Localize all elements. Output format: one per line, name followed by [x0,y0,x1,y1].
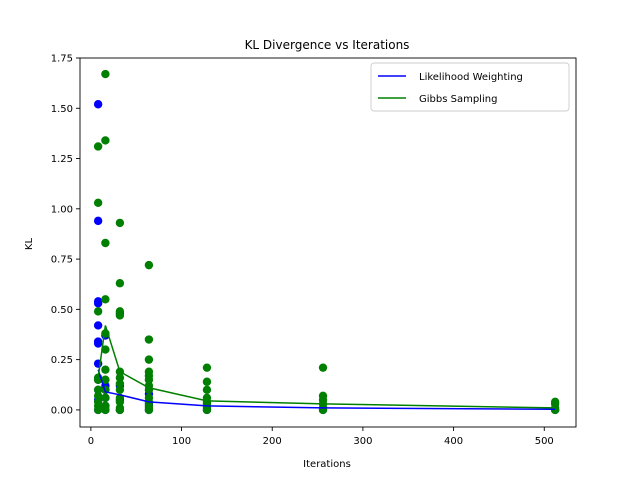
x-tick-label: 400 [444,436,463,447]
x-tick-label: 300 [353,436,372,447]
data-point-series-1 [115,279,125,288]
data-point-series-1 [144,335,154,344]
y-tick-label: 0.75 [51,255,73,266]
data-point-series-1 [101,295,110,304]
data-point-series-1 [93,198,103,207]
axes: 0 100 200 300 400 500 0.00 0.25 0.50 0.75 1.00 1.25… [51,54,577,447]
data-point-series-1 [101,345,110,354]
y-axis-label: KL [24,238,35,251]
data-point-series-1 [318,363,328,372]
y-tick-label: 1.25 [51,154,73,165]
x-tick-label: 500 [535,436,554,447]
data-point-series-1 [115,373,125,382]
data-point-series-1 [202,405,212,415]
data-point-series-0 [93,100,103,109]
data-point-series-1 [101,69,110,79]
plot-frame [79,57,577,428]
data-point-series-1 [115,379,125,388]
series-line-1 [97,325,556,409]
legend-label-series-1: Gibbs Sampling [419,94,497,105]
data-point-series-1 [202,363,212,372]
data-point-series-1 [101,238,110,248]
data-point-series-1 [101,365,110,374]
chart-title: KL Divergence vs Iterations [245,38,410,52]
plot-area [93,69,560,415]
legend-box [370,62,570,112]
y-tick-label: 0.00 [51,405,73,416]
legend: Likelihood Weighting Gibbs Sampling [370,62,570,112]
y-tick-label: 1.50 [51,104,73,115]
data-point-series-1 [115,311,125,320]
data-point-series-0 [93,299,103,308]
data-point-series-1 [93,142,103,151]
data-point-series-1 [101,136,110,145]
data-point-series-1 [93,391,103,401]
data-point-series-0 [93,216,103,226]
data-point-series-1 [93,405,103,415]
data-point-series-1 [101,393,110,403]
data-point-series-1 [93,385,103,394]
data-point-series-1 [115,385,125,394]
data-point-series-1 [144,355,154,364]
data-point-series-1 [115,405,125,415]
data-point-series-1 [144,375,154,384]
y-tick-label: 1.75 [51,54,73,65]
x-tick-label: 0 [88,436,94,447]
legend-label-series-0: Likelihood Weighting [419,72,523,83]
data-point-series-0 [93,321,103,330]
data-point-series-1 [144,405,154,415]
data-point-series-1 [144,260,154,270]
data-point-series-1 [101,405,110,415]
y-tick-label: 0.50 [51,305,73,316]
x-tick-label: 100 [172,436,191,447]
y-tick-label: 1.00 [51,204,73,215]
data-point-series-1 [202,377,212,386]
data-point-series-1 [318,405,328,415]
x-tick-label: 200 [263,436,282,447]
data-point-series-1 [115,218,125,228]
series-line-0 [97,369,556,411]
data-point-series-0 [93,339,103,348]
data-point-series-1 [93,307,103,316]
y-tick-label: 0.25 [51,355,73,366]
x-axis-label: Iterations [303,459,351,470]
data-point-series-1 [202,385,212,394]
data-point-series-1 [101,375,110,384]
data-point-series-1 [115,397,125,407]
